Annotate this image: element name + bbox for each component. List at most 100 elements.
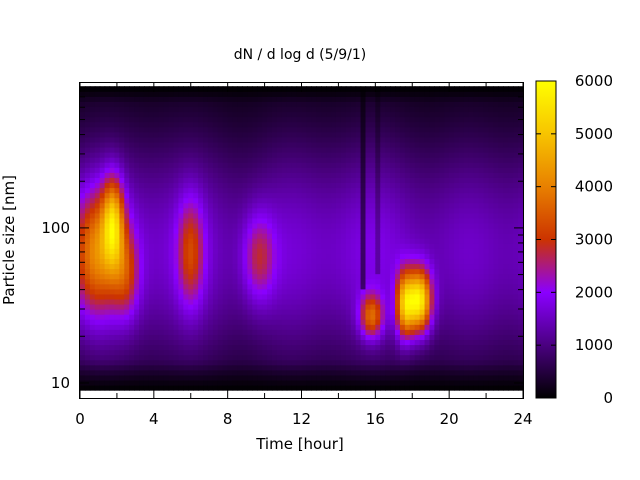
heatmap-cell xyxy=(291,141,298,148)
heatmap-cell xyxy=(124,364,130,371)
heatmap-cell xyxy=(385,96,391,102)
heatmap-cell xyxy=(232,379,239,386)
heatmap-cell xyxy=(399,263,406,270)
heatmap-cell xyxy=(188,354,194,361)
heatmap-cell xyxy=(345,162,352,168)
heatmap-cell xyxy=(311,385,317,391)
heatmap-cell xyxy=(143,354,150,361)
heatmap-cell xyxy=(114,385,120,391)
heatmap-cell xyxy=(94,167,101,173)
heatmap-cell xyxy=(345,187,352,194)
heatmap-cell xyxy=(271,91,278,97)
heatmap-cell xyxy=(203,197,209,204)
heatmap-cell xyxy=(301,212,308,219)
heatmap-cell xyxy=(380,344,386,351)
heatmap-cell xyxy=(395,101,401,108)
heatmap-cell xyxy=(242,349,248,356)
heatmap-cell xyxy=(109,385,116,391)
heatmap-cell xyxy=(80,86,86,92)
heatmap-cell xyxy=(158,379,165,386)
heatmap-cell xyxy=(365,131,372,138)
heatmap-cell xyxy=(340,288,347,295)
heatmap-cell xyxy=(173,314,180,320)
heatmap-cell xyxy=(311,121,317,128)
heatmap-cell xyxy=(262,293,268,300)
heatmap-cell xyxy=(178,364,184,371)
heatmap-cell xyxy=(331,309,337,315)
heatmap-cell xyxy=(296,288,303,295)
heatmap-cell xyxy=(399,278,406,285)
heatmap-cell xyxy=(237,96,244,102)
heatmap-cell xyxy=(217,91,224,97)
heatmap-cell xyxy=(129,374,135,381)
heatmap-cell xyxy=(449,116,455,123)
heatmap-cell xyxy=(267,248,273,254)
heatmap-cell xyxy=(99,243,106,249)
heatmap-cell xyxy=(355,152,362,158)
heatmap-cell xyxy=(345,126,352,133)
heatmap-cell xyxy=(296,162,303,168)
heatmap-cell xyxy=(198,329,204,335)
heatmap-cell xyxy=(168,106,175,113)
heatmap-cell xyxy=(163,197,170,204)
heatmap-cell xyxy=(409,126,416,133)
heatmap-cell xyxy=(399,162,406,168)
heatmap-cell xyxy=(345,217,352,224)
heatmap-cell xyxy=(409,324,416,330)
heatmap-cell xyxy=(188,339,194,346)
heatmap-cell xyxy=(419,238,426,244)
heatmap-cell xyxy=(331,172,337,178)
heatmap-cell xyxy=(242,228,248,234)
heatmap-cell xyxy=(335,298,342,305)
heatmap-cell xyxy=(321,364,327,371)
heatmap-cell xyxy=(404,385,411,391)
heatmap-cell xyxy=(271,121,278,128)
heatmap-cell xyxy=(262,243,268,249)
heatmap-cell xyxy=(463,349,470,356)
heatmap-cell xyxy=(478,152,485,158)
heatmap-cell xyxy=(188,288,194,295)
heatmap-cell xyxy=(463,364,470,371)
heatmap-cell xyxy=(84,243,91,249)
heatmap-cell xyxy=(316,192,322,199)
heatmap-cell xyxy=(331,243,337,249)
heatmap-cell xyxy=(434,339,440,346)
heatmap-cell xyxy=(207,263,214,270)
heatmap-cell xyxy=(114,253,120,259)
heatmap-cell xyxy=(271,228,278,234)
heatmap-cell xyxy=(335,157,342,163)
heatmap-cell xyxy=(193,157,199,163)
heatmap-cell xyxy=(286,116,293,123)
heatmap-cell xyxy=(335,86,342,92)
heatmap-cell xyxy=(168,182,175,189)
heatmap-cell xyxy=(252,86,258,92)
heatmap-cell xyxy=(124,86,130,92)
heatmap-cell xyxy=(385,253,391,259)
heatmap-cell xyxy=(473,369,480,376)
heatmap-cell xyxy=(459,121,465,128)
heatmap-cell xyxy=(478,344,485,351)
heatmap-cell xyxy=(252,303,258,310)
heatmap-cell xyxy=(345,136,352,143)
heatmap-cell xyxy=(301,131,308,138)
heatmap-cell xyxy=(267,141,273,148)
heatmap-cell xyxy=(454,202,460,209)
heatmap-cell xyxy=(148,369,155,376)
heatmap-cell xyxy=(168,248,175,254)
heatmap-cell xyxy=(355,309,362,315)
heatmap-cell xyxy=(380,324,386,330)
heatmap-cell xyxy=(104,258,111,265)
heatmap-cell xyxy=(168,101,175,108)
heatmap-cell xyxy=(424,243,431,249)
heatmap-cell xyxy=(134,283,140,290)
heatmap-cell xyxy=(178,172,184,178)
heatmap-cell xyxy=(311,263,317,270)
heatmap-cell xyxy=(80,217,86,224)
heatmap-cell xyxy=(286,217,293,224)
heatmap-cell xyxy=(459,187,465,194)
heatmap-cell xyxy=(94,283,101,290)
heatmap-cell xyxy=(173,354,180,361)
heatmap-cell xyxy=(350,96,357,102)
heatmap-cell xyxy=(370,116,376,123)
